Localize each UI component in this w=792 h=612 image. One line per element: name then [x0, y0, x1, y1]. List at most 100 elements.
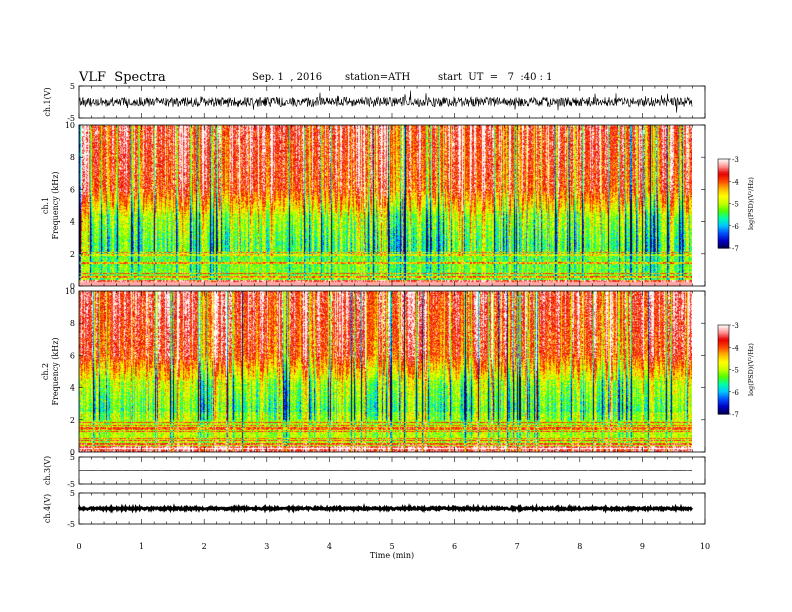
colorbar-segment [718, 336, 729, 339]
colorbar-segment [718, 354, 729, 357]
colorbar-segment [718, 194, 729, 197]
colorbar-segment [718, 170, 729, 173]
colorbar-segment [718, 394, 729, 397]
colorbar-segment [718, 329, 729, 332]
y-tick-label: 4 [70, 218, 75, 227]
colorbar-segment [718, 373, 729, 377]
colorbar-segment [718, 178, 729, 181]
colorbar-segment [718, 405, 729, 408]
x-tick-label: 1 [139, 542, 144, 551]
x-axis-label: Time (min) [370, 551, 414, 560]
x-tick-label: 0 [76, 542, 81, 551]
colorbar-segment [718, 199, 729, 202]
colorbar-segment [718, 351, 729, 354]
colorbar-segment [718, 213, 729, 216]
start-time-label: start UT = 7 :40 : 1 [438, 72, 553, 83]
colorbar-segment [718, 391, 729, 394]
ch2-frequency-label: Frequency (kHz) [51, 337, 60, 405]
colorbar-segment [718, 222, 729, 225]
colorbar-tick-label: -5 [732, 201, 739, 209]
colorbar-segment [718, 202, 729, 205]
colorbar-segment [718, 344, 729, 347]
colorbar-segment [718, 167, 729, 170]
colorbar-segment [718, 396, 729, 399]
colorbar-segment [718, 246, 729, 249]
colorbar-tick-label: -4 [732, 178, 739, 186]
colorbar-segment [718, 372, 729, 375]
y-tick-label: 2 [70, 250, 75, 259]
colorbar-segment [718, 190, 729, 193]
colorbar-segment [718, 166, 729, 169]
colorbar-label: log(PSD)(V²/Hz) [747, 343, 755, 396]
colorbar-tick-label: -5 [732, 367, 739, 375]
colorbar-segment [718, 376, 729, 379]
colorbar-segment [718, 236, 729, 239]
x-tick-label: 8 [577, 542, 582, 551]
colorbar-segment [718, 325, 729, 328]
colorbar-segment [718, 191, 729, 194]
colorbar-segment [718, 357, 729, 360]
colorbar-segment [718, 200, 729, 203]
colorbar-segment [718, 411, 729, 414]
colorbar-tick-label: -4 [732, 344, 739, 352]
spectrogram-images [79, 125, 729, 452]
colorbar-segment [718, 369, 729, 372]
colorbar-segment [718, 239, 729, 242]
colorbar-segment [718, 196, 729, 199]
colorbar-segment [718, 332, 729, 335]
colorbar-label: log(PSD)(V²/Hz) [747, 177, 755, 230]
colorbar-segment [718, 350, 729, 353]
colorbar-segment [718, 412, 729, 415]
colorbar-segment [718, 185, 729, 188]
x-tick-label: 4 [327, 542, 332, 551]
colorbar-segment [718, 184, 729, 187]
y-tick-label: 10 [65, 287, 75, 296]
colorbar-segment [718, 234, 729, 237]
colorbar-segment [718, 218, 729, 221]
colorbar-segment [718, 181, 729, 184]
colorbar-segment [718, 159, 729, 162]
ch4-axis-label: ch.4(V) [43, 494, 52, 523]
colorbar-segment [718, 381, 729, 384]
colorbar-segment [718, 356, 729, 359]
colorbar-segment [718, 393, 729, 396]
colorbar-segment [718, 161, 729, 165]
colorbar-segment [718, 175, 729, 178]
ch2-spectrogram-image [79, 291, 692, 452]
colorbar-segment [718, 402, 729, 405]
chart-title: VLF Spectra [79, 70, 166, 85]
colorbar-segment [718, 345, 729, 348]
colorbar-segment [718, 363, 729, 366]
colorbar-segment [718, 327, 729, 331]
y-tick-label: 5 [70, 489, 75, 498]
y-tick-label: -5 [67, 520, 75, 529]
colorbar-segment [718, 359, 729, 362]
colorbar-segment [718, 408, 729, 411]
ch2-channel-label: ch.2 [41, 363, 50, 380]
colorbar-segment [718, 215, 729, 218]
colorbar-segment [718, 237, 729, 240]
x-tick-label: 9 [640, 542, 645, 551]
ch1-trace [78, 90, 693, 113]
colorbar-segment [718, 347, 729, 350]
colorbar-segment [718, 378, 729, 381]
y-tick-label: 5 [70, 453, 75, 462]
colorbar-tick-label: -7 [732, 245, 739, 253]
colorbar-segment [718, 326, 729, 329]
waveform-traces [77, 90, 694, 514]
colorbar-segment [718, 382, 729, 385]
colorbar-segment [718, 353, 729, 356]
ch1-channel-label: ch.1 [41, 197, 50, 214]
colorbar-segment [718, 375, 729, 378]
x-tick-label: 10 [700, 542, 710, 551]
colorbar-segment [718, 399, 729, 402]
colorbar-segment [718, 207, 729, 211]
y-tick-label: 2 [70, 416, 75, 425]
colorbar-segment [718, 403, 729, 406]
colorbar-tick-label: -3 [732, 156, 739, 164]
colorbar-segment [718, 172, 729, 175]
ch3-axis-label: ch.3(V) [43, 456, 52, 485]
ch1-spectrogram-image [79, 125, 692, 286]
ch1-axis-label: ch.1(V) [43, 87, 52, 116]
